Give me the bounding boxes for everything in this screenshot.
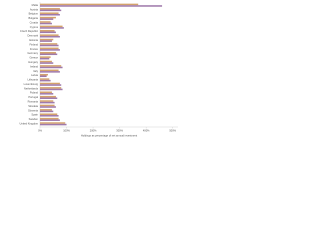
- bar: [40, 110, 54, 113]
- bar: [40, 3, 139, 6]
- y-tick-label: Bulgaria: [28, 16, 38, 20]
- bar: [40, 40, 52, 42]
- bar: [40, 56, 51, 58]
- bar: [40, 44, 59, 47]
- x-axis-label: Holdings as percentage of net annual inv…: [81, 134, 138, 138]
- y-tick-label: Austria: [30, 7, 39, 11]
- bar: [40, 95, 56, 98]
- bar: [40, 65, 62, 67]
- bar: [40, 35, 60, 38]
- bar: [40, 78, 50, 80]
- bar: [40, 113, 58, 116]
- bar: [40, 53, 58, 56]
- bar: [40, 51, 56, 54]
- y-tick-label: Malta: [32, 3, 39, 7]
- bar: [40, 75, 47, 78]
- bar: [40, 30, 55, 32]
- x-tick-label: 200%: [90, 129, 97, 133]
- y-tick-label: Ireland: [30, 64, 38, 68]
- y-tick-label: France: [30, 47, 39, 51]
- bar: [40, 5, 163, 7]
- bar: [40, 66, 63, 69]
- bar: [40, 43, 58, 45]
- bar: [40, 91, 52, 94]
- y-tick-label: Germany: [27, 51, 38, 55]
- y-tick-label: Cyprus: [30, 25, 39, 29]
- chart: Holdings as percentage of net annual inv…: [20, 2, 178, 138]
- x-tick-label: 500%: [169, 129, 176, 133]
- bar: [40, 88, 63, 91]
- bar: [40, 71, 60, 73]
- y-tick-label: Luxembourg: [24, 82, 39, 86]
- x-tick-label: 100%: [63, 129, 70, 133]
- bar: [40, 31, 56, 34]
- bar: [40, 16, 56, 19]
- bar: [40, 117, 59, 120]
- bar: [40, 79, 51, 82]
- bar: [40, 100, 54, 102]
- bar: [40, 93, 54, 95]
- bar: [40, 18, 54, 20]
- bar: [40, 109, 52, 111]
- bar: [40, 21, 51, 23]
- y-tick-label: Finland: [29, 42, 38, 46]
- bar: [40, 57, 50, 60]
- y-tick-label: Czech Republic: [20, 29, 39, 33]
- bar: [40, 8, 60, 10]
- y-tick-label: Sweden: [29, 117, 39, 121]
- bar: [40, 34, 59, 36]
- y-tick-label: Lithuania: [27, 78, 38, 82]
- y-tick-label: Croatia: [30, 20, 39, 24]
- bar: [40, 38, 54, 41]
- y-tick-label: Romania: [28, 100, 39, 104]
- bar: [40, 12, 59, 14]
- bar: [40, 115, 59, 117]
- y-tick-label: Latvia: [31, 73, 38, 77]
- y-tick-label: Greece: [29, 56, 38, 60]
- bar: [40, 49, 60, 51]
- bar: [40, 62, 54, 64]
- bar: [40, 104, 55, 107]
- x-tick-label: 400%: [143, 129, 150, 133]
- x-tick-label: 0%: [38, 129, 42, 133]
- x-tick-label: 300%: [116, 129, 123, 133]
- y-tick-label: Belgium: [29, 12, 38, 16]
- bar: [40, 123, 67, 126]
- bar: [40, 69, 59, 72]
- y-tick-label: Portugal: [28, 95, 38, 99]
- y-tick-label: Netherlands: [24, 86, 39, 90]
- bar: [40, 101, 55, 104]
- bar: [40, 27, 64, 29]
- bar: [40, 87, 62, 89]
- y-tick-label: Hungary: [28, 60, 39, 64]
- bar: [40, 47, 59, 50]
- bar: [40, 22, 52, 25]
- y-tick-label: Spain: [31, 113, 38, 117]
- bar: [40, 25, 63, 28]
- bar: [40, 73, 48, 76]
- y-tick-label: Slovakia: [28, 104, 38, 108]
- bar: [40, 97, 58, 99]
- bar: [40, 13, 60, 16]
- bar: [40, 106, 56, 108]
- bar: [40, 82, 60, 85]
- y-tick-label: Italy: [33, 69, 38, 73]
- y-tick-label: Denmark: [27, 34, 38, 38]
- y-tick-label: Estonia: [29, 38, 38, 42]
- bar: [40, 60, 52, 63]
- y-tick-label: United Kingdom: [20, 121, 38, 125]
- bar: [40, 119, 60, 121]
- y-tick-label: Poland: [30, 91, 39, 95]
- bar: [40, 122, 66, 124]
- bar: [40, 84, 62, 86]
- y-tick-label: Slovenia: [28, 108, 39, 112]
- bar: [40, 9, 62, 12]
